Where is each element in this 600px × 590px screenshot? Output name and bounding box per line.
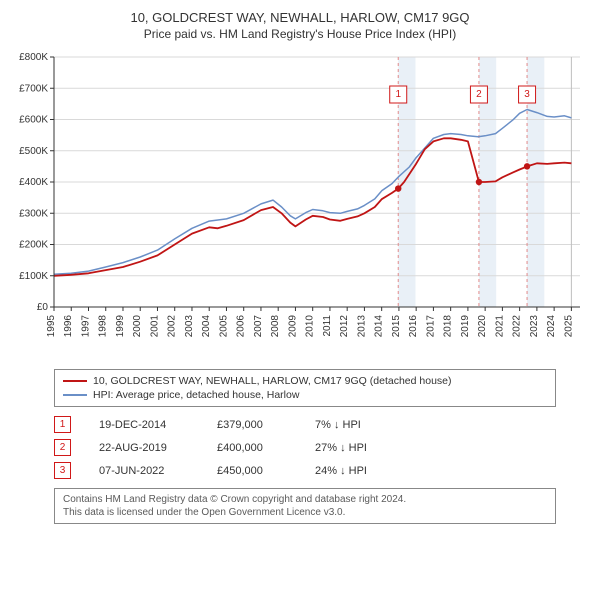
sale-price: £450,000: [217, 465, 287, 477]
svg-text:2025: 2025: [563, 315, 574, 338]
legend: 10, GOLDCREST WAY, NEWHALL, HARLOW, CM17…: [54, 369, 556, 407]
svg-text:1: 1: [395, 89, 401, 100]
chart-area: £0 £100K £200K £300K £400K £500K £600K £700K £80…: [8, 49, 592, 359]
svg-text:1995: 1995: [46, 315, 57, 338]
legend-swatch: [63, 394, 87, 396]
svg-text:2011: 2011: [322, 315, 333, 337]
svg-text:£200K: £200K: [19, 240, 48, 251]
svg-text:£100K: £100K: [19, 271, 48, 282]
legend-swatch: [63, 380, 87, 382]
footer: Contains HM Land Registry data © Crown c…: [54, 488, 556, 524]
sale-badge: 2: [54, 439, 71, 456]
svg-text:£800K: £800K: [19, 52, 48, 63]
sale-diff: 27% ↓ HPI: [315, 442, 395, 454]
svg-text:2005: 2005: [218, 315, 229, 338]
svg-text:2015: 2015: [391, 315, 402, 338]
svg-text:2019: 2019: [460, 315, 471, 338]
sales-row: 2 22-AUG-2019 £400,000 27% ↓ HPI: [54, 436, 592, 459]
sale-price: £379,000: [217, 419, 287, 431]
svg-text:2013: 2013: [356, 315, 367, 338]
sales-table: 1 19-DEC-2014 £379,000 7% ↓ HPI 2 22-AUG…: [54, 413, 592, 482]
footer-line: Contains HM Land Registry data © Crown c…: [63, 493, 547, 506]
svg-text:£600K: £600K: [19, 115, 48, 126]
sale-price: £400,000: [217, 442, 287, 454]
svg-text:1999: 1999: [115, 315, 126, 338]
legend-label: HPI: Average price, detached house, Harl…: [93, 389, 299, 401]
sales-row: 1 19-DEC-2014 £379,000 7% ↓ HPI: [54, 413, 592, 436]
svg-text:2004: 2004: [201, 315, 212, 338]
svg-text:£300K: £300K: [19, 208, 48, 219]
sale-date: 19-DEC-2014: [99, 419, 189, 431]
svg-text:1996: 1996: [63, 315, 74, 338]
svg-text:£700K: £700K: [19, 83, 48, 94]
svg-text:1998: 1998: [98, 315, 109, 338]
svg-text:2007: 2007: [253, 315, 264, 338]
sale-badge: 1: [54, 416, 71, 433]
svg-text:2022: 2022: [512, 315, 523, 338]
footer-line: This data is licensed under the Open Gov…: [63, 506, 547, 519]
svg-text:2014: 2014: [374, 315, 385, 338]
svg-text:2021: 2021: [494, 315, 505, 338]
sale-date: 07-JUN-2022: [99, 465, 189, 477]
legend-row: 10, GOLDCREST WAY, NEWHALL, HARLOW, CM17…: [63, 374, 547, 388]
svg-text:£0: £0: [37, 302, 49, 313]
svg-text:2002: 2002: [167, 315, 178, 338]
sale-diff: 24% ↓ HPI: [315, 465, 395, 477]
sale-diff: 7% ↓ HPI: [315, 419, 395, 431]
svg-text:2006: 2006: [236, 315, 247, 338]
svg-text:2018: 2018: [443, 315, 454, 338]
svg-text:2009: 2009: [287, 315, 298, 338]
svg-text:2023: 2023: [529, 315, 540, 338]
svg-text:2008: 2008: [270, 315, 281, 338]
chart-subtitle: Price paid vs. HM Land Registry's House …: [8, 27, 592, 41]
legend-row: HPI: Average price, detached house, Harl…: [63, 388, 547, 402]
svg-text:1997: 1997: [80, 315, 91, 338]
line-chart: £0 £100K £200K £300K £400K £500K £600K £700K £80…: [8, 49, 592, 359]
svg-text:2024: 2024: [546, 315, 557, 338]
sale-badge: 3: [54, 462, 71, 479]
sales-row: 3 07-JUN-2022 £450,000 24% ↓ HPI: [54, 459, 592, 482]
svg-text:£500K: £500K: [19, 146, 48, 157]
svg-text:2020: 2020: [477, 315, 488, 338]
svg-text:2016: 2016: [408, 315, 419, 338]
svg-text:2012: 2012: [339, 315, 350, 338]
svg-text:£400K: £400K: [19, 177, 48, 188]
svg-text:2: 2: [476, 89, 482, 100]
svg-text:3: 3: [524, 89, 530, 100]
chart-title: 10, GOLDCREST WAY, NEWHALL, HARLOW, CM17…: [8, 10, 592, 25]
svg-text:2010: 2010: [305, 315, 316, 338]
svg-text:2000: 2000: [132, 315, 143, 338]
legend-label: 10, GOLDCREST WAY, NEWHALL, HARLOW, CM17…: [93, 375, 452, 387]
svg-text:2001: 2001: [149, 315, 160, 338]
svg-text:2003: 2003: [184, 315, 195, 338]
sale-date: 22-AUG-2019: [99, 442, 189, 454]
svg-text:2017: 2017: [425, 315, 436, 338]
